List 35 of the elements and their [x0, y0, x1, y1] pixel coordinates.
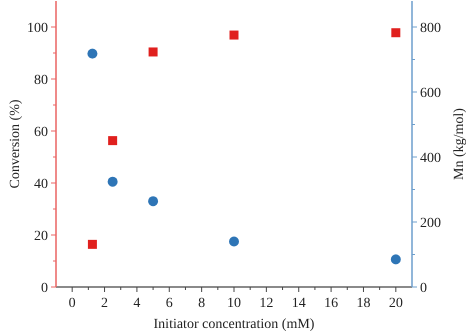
- y2-axis-title: Mn (kg/mol): [452, 108, 467, 180]
- point: [108, 136, 118, 146]
- x-axis-title: Initiator concentration (mM): [154, 317, 315, 332]
- point: [391, 28, 400, 38]
- x-tick-label: 2: [101, 296, 108, 311]
- x-tick-label: 4: [133, 296, 140, 311]
- y2-tick-label: 200: [420, 216, 441, 231]
- point: [229, 236, 239, 246]
- point: [230, 30, 238, 40]
- x-tick-label: 14: [292, 296, 306, 311]
- x-tick-label: 16: [324, 296, 338, 311]
- point: [390, 254, 401, 264]
- x-tick-label: 20: [388, 296, 403, 311]
- x-tick-label: 6: [166, 296, 173, 311]
- point: [148, 47, 158, 56]
- x-tick-label: 18: [356, 296, 370, 311]
- point: [108, 176, 118, 187]
- x-tick-label: 8: [198, 296, 206, 311]
- y-tick-label: 80: [34, 72, 48, 88]
- y-tick-label: 20: [34, 228, 48, 244]
- y-axis-title: Conversion (%): [8, 99, 23, 189]
- y2-tick-label: 400: [420, 150, 441, 166]
- point: [87, 48, 98, 59]
- y2-tick-label: 800: [420, 20, 441, 36]
- y2-tick-label: 600: [420, 86, 441, 101]
- y-tick-label: 100: [27, 20, 48, 36]
- y-tick-label: 60: [34, 124, 48, 140]
- x-tick-label: 0: [68, 296, 76, 311]
- point: [88, 240, 97, 249]
- x-tick-label: 10: [227, 296, 241, 311]
- x-tick-label: 12: [259, 296, 274, 311]
- y-tick-label: 40: [34, 176, 48, 192]
- y2-tick-label: 0: [420, 280, 427, 296]
- y-tick-label: 0: [41, 280, 48, 296]
- point: [148, 196, 158, 206]
